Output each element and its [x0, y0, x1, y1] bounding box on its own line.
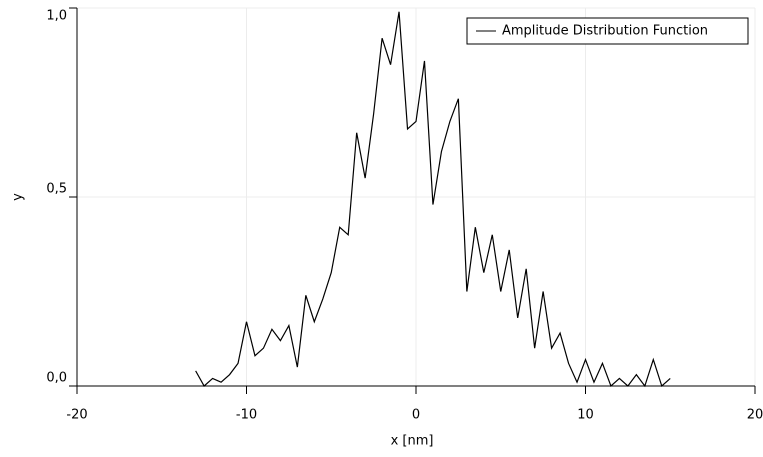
x-tick-label: 20 — [747, 408, 763, 423]
x-tick-label: -10 — [236, 408, 257, 423]
x-tick-label: 10 — [577, 408, 594, 423]
y-axis-label: y — [11, 193, 26, 201]
legend-box — [466, 17, 749, 45]
x-tick-label: -20 — [66, 408, 87, 423]
y-tick-label: 0,0 — [46, 371, 67, 386]
y-tick-label: 0,5 — [46, 182, 67, 197]
legend-label: Amplitude Distribution Function — [502, 24, 708, 39]
data-line — [195, 11, 671, 388]
x-axis-label: x [nm] — [391, 434, 434, 449]
x-tick-label: 0 — [412, 408, 420, 423]
y-tick-label: 1,0 — [46, 9, 67, 24]
